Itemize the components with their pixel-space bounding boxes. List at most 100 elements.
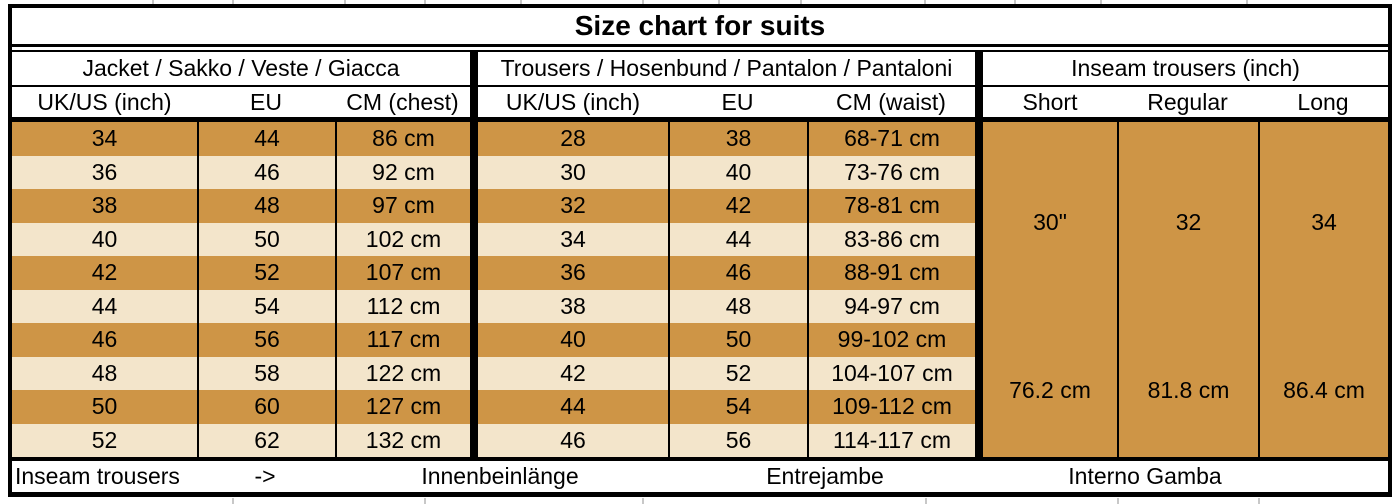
trousers-table-cell: 30 (478, 155, 668, 189)
jacket-table-cell: 62 (197, 423, 335, 457)
jacket-table-cell: 50 (197, 222, 335, 256)
jacket-table-cell: 122 cm (335, 356, 470, 390)
gridline-remnant (1100, 0, 1102, 4)
table-body: Jacket / Sakko / Veste / Giacca UK/US (i… (12, 50, 1388, 457)
gridline-remnant (924, 0, 926, 4)
gridline-remnant (1014, 0, 1016, 4)
data-grid-inseam: 30" 32 34 76.2 cm 81.8 cm 86.4 cm (983, 122, 1388, 457)
gridline-remnant (232, 0, 234, 4)
section-header-inseam: Inseam trousers (inch) (983, 52, 1388, 87)
footer-label-innenbeinlaenge: Innenbeinlänge (421, 463, 579, 489)
trousers-table-cell: 40 (668, 155, 807, 189)
jacket-table-cell: 117 cm (335, 323, 470, 357)
trousers-table-cell: 44 (668, 222, 807, 256)
jacket-table-cell: 92 cm (335, 155, 470, 189)
column-header-jacket-ukus: UK/US (inch) (37, 88, 172, 115)
trousers-table-cell: 28 (478, 122, 668, 156)
title-divider-gap (12, 47, 1388, 50)
column-header-trousers-ukus: UK/US (inch) (505, 88, 641, 115)
trousers-table-cell: 56 (668, 423, 807, 457)
size-chart-table: Size chart for suits Jacket / Sakko / Ve… (8, 4, 1392, 497)
trousers-table-cell: 40 (478, 323, 668, 357)
trousers-table-cell: 50 (668, 323, 807, 357)
table-title: Size chart for suits (12, 8, 1388, 47)
jacket-table-cell: 86 cm (335, 122, 470, 156)
trousers-table-cell: 73-76 cm (807, 155, 975, 189)
jacket-table-cell: 34 (12, 122, 197, 156)
column-header-trousers-eu: EU (721, 88, 754, 115)
footer-label-interno-gamba: Interno Gamba (1068, 463, 1222, 489)
gridline-remnant (1258, 498, 1260, 504)
gridline-remnant (1246, 0, 1248, 4)
jacket-table-cell: 102 cm (335, 222, 470, 256)
jacket-table-cell: 44 (197, 122, 335, 156)
section-trousers: Trousers / Hosenbund / Pantalon / Pantal… (478, 52, 975, 457)
gridline-remnant (152, 0, 154, 4)
inseam-cm-cell-regular: 81.8 cm (1117, 323, 1258, 457)
gridline-remnant (1117, 498, 1119, 504)
jacket-table-cell: 48 (197, 189, 335, 223)
trousers-table-cell: 104-107 cm (807, 356, 975, 390)
jacket-table-cell: 60 (197, 390, 335, 424)
gridline-remnant (800, 0, 802, 4)
trousers-table-cell: 88-91 cm (807, 256, 975, 290)
jacket-table-cell: 58 (197, 356, 335, 390)
column-header-jacket-eu: EU (250, 88, 282, 115)
trousers-table-cell: 32 (478, 189, 668, 223)
gridline-remnant (642, 0, 644, 4)
column-header-inseam-short: Short (1022, 88, 1078, 115)
column-header-inseam-long: Long (1297, 88, 1349, 115)
footer-label-inseam-trousers: Inseam trousers (15, 463, 180, 489)
inseam-inch-cell-regular: 32 (1117, 122, 1258, 323)
trousers-table-cell: 48 (668, 289, 807, 323)
jacket-table-cell: 48 (12, 356, 197, 390)
gridline-remnant (642, 498, 644, 504)
jacket-table-cell: 46 (197, 155, 335, 189)
gridline-remnant (718, 0, 720, 4)
jacket-table-cell: 38 (12, 189, 197, 223)
jacket-table-cell: 54 (197, 289, 335, 323)
trousers-table-cell: 42 (478, 356, 668, 390)
gridline-remnant (520, 0, 522, 4)
section-separator (975, 52, 983, 457)
section-header-trousers: Trousers / Hosenbund / Pantalon / Pantal… (478, 52, 975, 87)
section-separator (470, 52, 478, 457)
inseam-inch-cell-short: 30" (983, 122, 1117, 323)
jacket-table-cell: 112 cm (335, 289, 470, 323)
table-footer: Inseam trousers -> Innenbeinlänge Entrej… (12, 457, 1388, 492)
jacket-table-cell: 50 (12, 390, 197, 424)
column-header-trousers-cm: CM (waist) (836, 88, 946, 115)
trousers-table-cell: 68-71 cm (807, 122, 975, 156)
section-inseam: Inseam trousers (inch) Short Regular Lon… (983, 52, 1388, 457)
footer-label-entrejambe: Entrejambe (766, 463, 884, 489)
inseam-cm-cell-short: 76.2 cm (983, 323, 1117, 457)
gridline-remnant (424, 498, 426, 504)
trousers-table-cell: 46 (668, 256, 807, 290)
jacket-table-cell: 40 (12, 222, 197, 256)
jacket-table-cell: 52 (12, 423, 197, 457)
trousers-table-cell: 94-97 cm (807, 289, 975, 323)
column-header-inseam-regular: Regular (1147, 88, 1228, 115)
trousers-table-cell: 46 (478, 423, 668, 457)
trousers-table-cell: 38 (668, 122, 807, 156)
trousers-table-cell: 52 (668, 356, 807, 390)
trousers-table-cell: 36 (478, 256, 668, 290)
column-headers-trousers: UK/US (inch) EU CM (waist) (478, 87, 975, 122)
jacket-table-cell: 97 cm (335, 189, 470, 223)
column-header-jacket-cm: CM (chest) (346, 88, 459, 115)
inseam-cm-cell-long: 86.4 cm (1258, 323, 1388, 457)
jacket-table-cell: 52 (197, 256, 335, 290)
jacket-table-cell: 46 (12, 323, 197, 357)
jacket-table-cell: 36 (12, 155, 197, 189)
footer-arrow: -> (254, 463, 276, 489)
trousers-table-cell: 34 (478, 222, 668, 256)
data-grid-jacket: 34 44 86 cm 36 46 92 cm 38 48 97 cm 40 50 102 cm 42 5… (12, 122, 470, 457)
trousers-table-cell: 78-81 cm (807, 189, 975, 223)
column-headers-jacket: UK/US (inch) EU CM (chest) (12, 87, 470, 122)
column-headers-inseam: Short Regular Long (983, 87, 1388, 122)
jacket-table-cell: 42 (12, 256, 197, 290)
trousers-table-cell: 54 (668, 390, 807, 424)
inseam-inch-cell-long: 34 (1258, 122, 1388, 323)
jacket-table-cell: 56 (197, 323, 335, 357)
